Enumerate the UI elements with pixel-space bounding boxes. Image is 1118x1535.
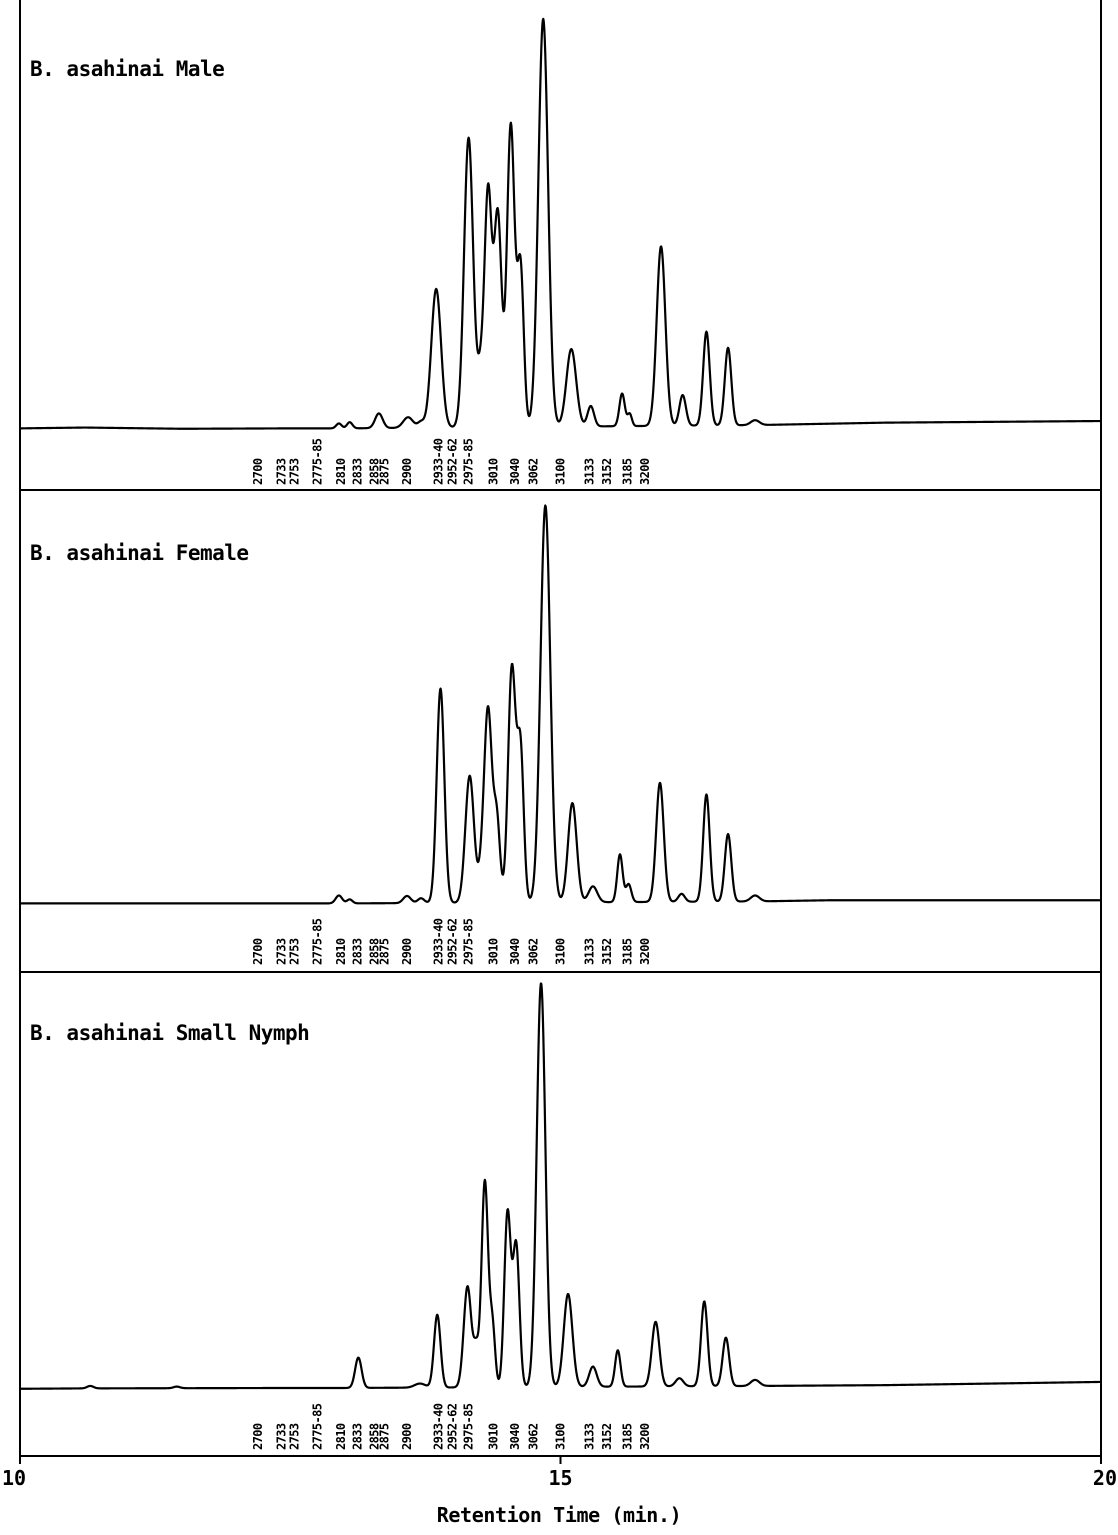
peak-label: 3152: [600, 458, 614, 485]
peak-label: 3152: [600, 938, 614, 965]
peak-label: 3040: [508, 458, 522, 485]
panel-title: B. asahinai Male: [30, 57, 224, 81]
peak-label: 2733: [275, 1423, 289, 1450]
peak-label: 3040: [508, 938, 522, 965]
peak-label: 3062: [527, 458, 541, 485]
peak-label: 3185: [621, 458, 635, 485]
peak-label: 2952-62: [445, 438, 459, 485]
peak-label: 3062: [527, 1423, 541, 1450]
peak-label: 2975-85: [462, 918, 476, 965]
peak-label: 2975-85: [462, 1403, 476, 1450]
peak-label: 2933-40: [431, 438, 445, 485]
peak-label: 3100: [554, 458, 568, 485]
peak-label: 2833: [350, 1423, 364, 1450]
peak-label: 2933-40: [431, 918, 445, 965]
peak-label: 2753: [288, 458, 302, 485]
peak-label: 3185: [621, 938, 635, 965]
panel-title: B. asahinai Female: [30, 541, 249, 565]
peak-label: 2833: [350, 938, 364, 965]
peak-label: 2775-85: [310, 918, 324, 965]
peak-label: 2733: [275, 458, 289, 485]
x-axis-title: Retention Time (min.): [437, 1503, 681, 1527]
peak-label: 3010: [487, 938, 501, 965]
peak-label: 2810: [334, 938, 348, 965]
peak-label: 3010: [487, 458, 501, 485]
peak-label: 3200: [638, 1423, 652, 1450]
peak-label: 3152: [600, 1423, 614, 1450]
peak-label: 2700: [251, 458, 265, 485]
peak-label: 2700: [251, 1423, 265, 1450]
x-tick-label: 15: [548, 1466, 572, 1490]
peak-label: 3185: [621, 1423, 635, 1450]
peak-label: 2733: [275, 938, 289, 965]
peak-label: 2933-40: [431, 1403, 445, 1450]
peak-label: 3133: [583, 938, 597, 965]
peak-label: 3200: [638, 938, 652, 965]
peak-label: 3100: [554, 938, 568, 965]
peak-label: 2900: [400, 938, 414, 965]
peak-label: 2700: [251, 938, 265, 965]
peak-label: 2775-85: [310, 1403, 324, 1450]
peak-label: 2875: [377, 938, 391, 965]
peak-label: 3010: [487, 1423, 501, 1450]
x-tick-label: 20: [1093, 1466, 1117, 1490]
peak-label: 3200: [638, 458, 652, 485]
peak-label: 3040: [508, 1423, 522, 1450]
peak-label: 2753: [288, 938, 302, 965]
peak-label: 2952-62: [445, 1403, 459, 1450]
peak-label: 2810: [334, 1423, 348, 1450]
peak-label: 2775-85: [310, 438, 324, 485]
peak-label: 3133: [583, 458, 597, 485]
peak-label: 2810: [334, 458, 348, 485]
peak-label: 2753: [288, 1423, 302, 1450]
peak-label: 2875: [377, 458, 391, 485]
peak-label: 2900: [400, 1423, 414, 1450]
peak-label: 3100: [554, 1423, 568, 1450]
peak-label: 2952-62: [445, 918, 459, 965]
x-tick-label: 10: [2, 1466, 26, 1490]
panel-title: B. asahinai Small Nymph: [30, 1021, 309, 1045]
peak-label: 3062: [527, 938, 541, 965]
peak-label: 2975-85: [462, 438, 476, 485]
peak-label: 2875: [377, 1423, 391, 1450]
peak-label: 2900: [400, 458, 414, 485]
chromatogram-trace: [20, 506, 1101, 904]
peak-label: 3133: [583, 1423, 597, 1450]
peak-label: 2833: [350, 458, 364, 485]
